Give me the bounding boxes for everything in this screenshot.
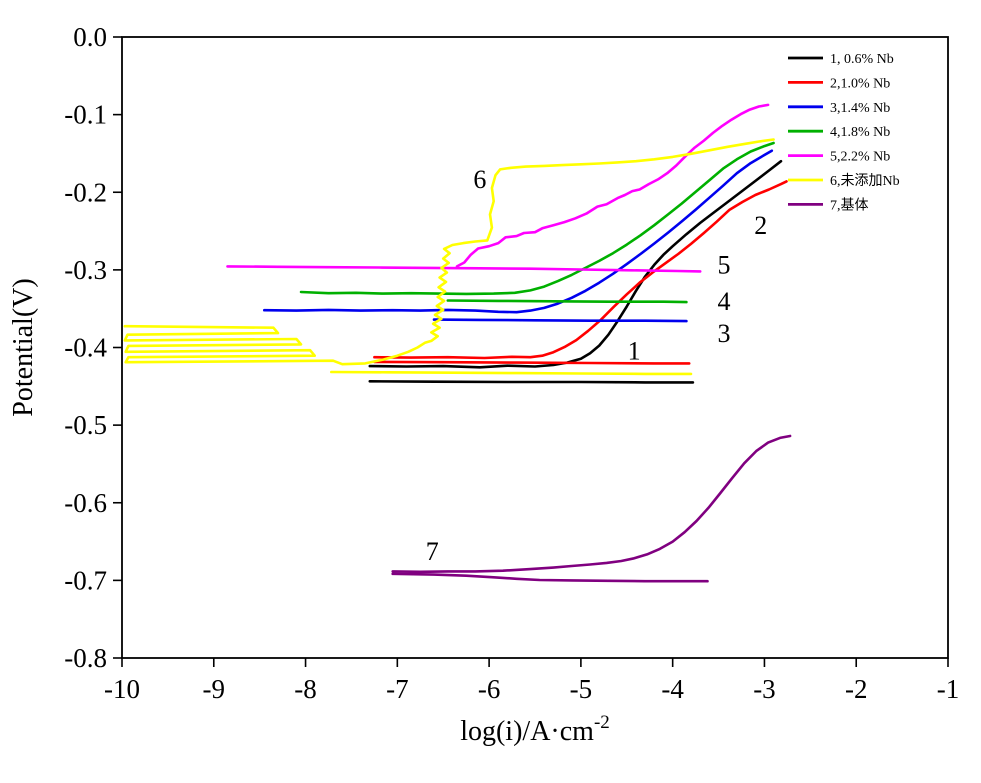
legend-label-7: 7,基体 (830, 196, 869, 213)
x-tick-label: -3 (753, 674, 776, 704)
x-tick-label: -7 (386, 674, 409, 704)
series-6-curve-2 (329, 370, 693, 376)
series-2-curve-1 (373, 180, 788, 360)
legend-label-5: 5,2.2% Nb (830, 150, 890, 165)
x-tick-label: -6 (478, 674, 501, 704)
series-4-curve-1 (299, 141, 775, 296)
series-7-curve-1 (391, 434, 792, 574)
legend-label-3: 3,1.4% Nb (830, 101, 890, 116)
curve-number-label-3: 3 (718, 319, 731, 348)
legend-label-6: 6,未添加Nb (830, 173, 900, 189)
y-tick-label: -0.3 (64, 255, 107, 285)
legend-label-1: 1, 0.6% Nb (830, 52, 894, 67)
y-tick-label: -0.5 (64, 410, 107, 440)
series-1-curve-1 (368, 159, 783, 369)
x-tick-label: -10 (104, 674, 140, 704)
y-tick-label: -0.1 (64, 100, 107, 130)
curve-number-label-5: 5 (718, 250, 731, 279)
y-tick-label: -0.7 (64, 565, 107, 595)
x-tick-label: -4 (661, 674, 684, 704)
x-tick-label: -8 (294, 674, 317, 704)
series-1-curve-2 (368, 379, 695, 384)
y-axis-label: Potential(V) (8, 278, 39, 416)
x-axis-label: log(i)/A·cm-2 (460, 712, 610, 747)
x-tick-label: -2 (845, 674, 868, 704)
y-tick-label: 0.0 (73, 22, 107, 52)
series-2-curve-2 (373, 360, 691, 365)
series-6-curve-1 (123, 138, 775, 366)
curve-number-label-4: 4 (718, 287, 731, 316)
x-tick-label: -1 (937, 674, 960, 704)
series-3-curve-1 (262, 149, 774, 314)
y-tick-label: -0.4 (64, 333, 107, 363)
curve-number-label-6: 6 (473, 165, 486, 194)
x-tick-label: -9 (203, 674, 226, 704)
y-tick-label: -0.8 (64, 643, 107, 673)
series-4-curve-2 (446, 299, 688, 304)
legend-label-2: 2,1.0% Nb (830, 76, 890, 91)
legend-label-4: 4,1.8% Nb (830, 125, 890, 140)
y-tick-label: -0.2 (64, 177, 107, 207)
series-5-curve-2 (455, 103, 770, 268)
series-5-curve-1 (226, 265, 702, 273)
curve-number-label-1: 1 (628, 337, 641, 366)
curve-number-label-7: 7 (426, 537, 439, 566)
curve-number-label-2: 2 (754, 211, 767, 240)
series-7-curve-2 (391, 572, 709, 583)
y-tick-label: -0.6 (64, 488, 107, 518)
plot-frame (121, 36, 949, 659)
x-tick-label: -5 (570, 674, 593, 704)
series-3-curve-2 (432, 318, 688, 323)
